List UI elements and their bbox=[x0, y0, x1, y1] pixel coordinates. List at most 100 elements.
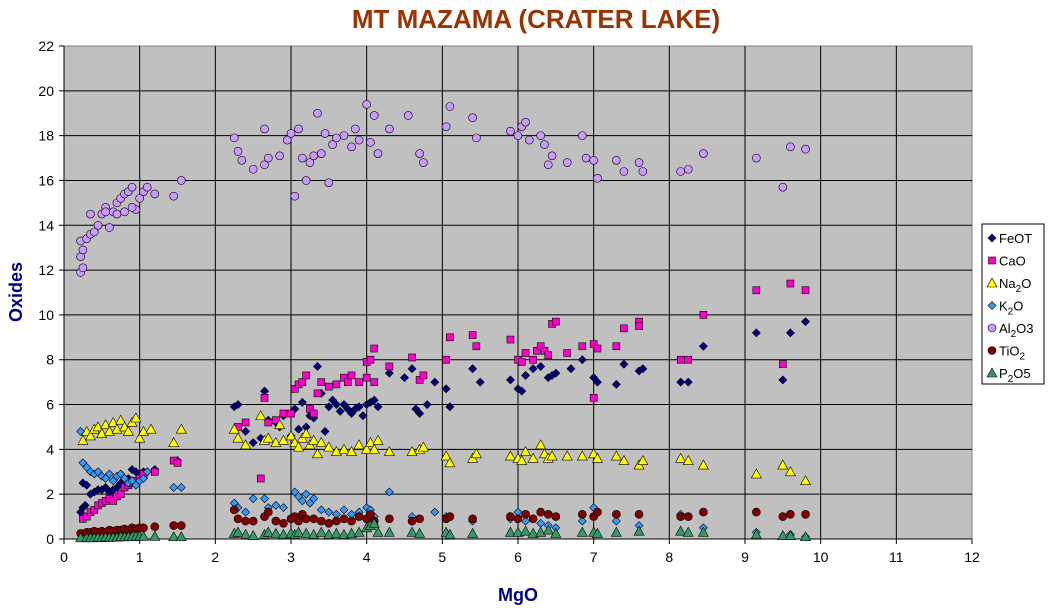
feot-point bbox=[506, 375, 515, 385]
cao-point bbox=[362, 373, 371, 382]
tio2-point bbox=[241, 516, 250, 526]
na2o-point bbox=[115, 414, 127, 425]
na2o-point bbox=[228, 423, 240, 434]
k2o-point bbox=[430, 507, 440, 517]
feot-point bbox=[683, 377, 693, 387]
tio2-point bbox=[612, 510, 621, 519]
na2o-point bbox=[311, 448, 323, 459]
cao-point bbox=[635, 322, 643, 330]
al2o3-point bbox=[543, 160, 553, 170]
feot-point bbox=[778, 375, 788, 385]
feot-point bbox=[517, 386, 527, 396]
na2o-point bbox=[784, 466, 796, 477]
al2o3-point bbox=[638, 167, 648, 176]
al2o3-point bbox=[169, 191, 179, 201]
al2o3-point bbox=[385, 124, 394, 134]
legend-item-p2o5: P2O5 bbox=[986, 366, 1031, 385]
legend-item-al2o3: Al2O3 bbox=[987, 321, 1033, 340]
na2o-point bbox=[262, 432, 274, 443]
p2o5-point bbox=[277, 528, 289, 539]
cao-point bbox=[408, 353, 416, 362]
tio2-point bbox=[683, 512, 693, 521]
na2o-point bbox=[308, 434, 320, 445]
x-tick-label: 4 bbox=[363, 549, 371, 565]
al2o3-point bbox=[286, 129, 296, 138]
series-tio2 bbox=[76, 505, 810, 538]
na2o-point bbox=[255, 410, 267, 421]
p2o5-point bbox=[527, 527, 539, 538]
y-tick-label: 14 bbox=[38, 217, 54, 233]
tio2-point bbox=[778, 512, 788, 521]
na2o-point bbox=[361, 443, 373, 454]
cao-point bbox=[544, 351, 553, 360]
legend-label-na2o: Na2O bbox=[999, 276, 1031, 295]
cao-point bbox=[521, 349, 530, 357]
na2o-point bbox=[546, 450, 558, 461]
tio2-point bbox=[415, 514, 424, 524]
legend-item-cao: CaO bbox=[988, 254, 1026, 269]
tio2-point bbox=[301, 514, 311, 524]
tio2-point bbox=[354, 512, 364, 521]
al2o3-point bbox=[786, 142, 795, 152]
na2o-point bbox=[175, 423, 187, 434]
p2o5-point bbox=[315, 526, 327, 537]
p2o5-point bbox=[520, 525, 532, 536]
na2o-point bbox=[300, 428, 312, 438]
na2o-point bbox=[368, 443, 380, 454]
x-tick-label: 10 bbox=[813, 549, 829, 565]
na2o-point bbox=[675, 452, 687, 463]
p2o5-point bbox=[293, 526, 305, 537]
al2o3-point bbox=[589, 155, 598, 165]
p2o5-point bbox=[697, 526, 709, 537]
p2o5-point bbox=[232, 526, 244, 537]
al2o3-point bbox=[320, 129, 330, 138]
na2o-point bbox=[440, 450, 452, 461]
tio2-point bbox=[536, 507, 546, 517]
legend-item-na2o: Na2O bbox=[986, 276, 1031, 295]
tio2-point bbox=[786, 510, 795, 519]
al2o3-point bbox=[354, 135, 364, 145]
feot-point bbox=[313, 362, 322, 371]
cao-point bbox=[506, 335, 515, 344]
tio2-point bbox=[169, 521, 179, 530]
cao-point bbox=[589, 394, 598, 402]
cao-point bbox=[468, 331, 477, 339]
al2o3-point bbox=[419, 158, 428, 167]
x-tick-label: 3 bbox=[287, 549, 295, 565]
series-k2o bbox=[76, 427, 810, 542]
p2o5-point bbox=[300, 527, 312, 538]
x-tick-label: 8 bbox=[665, 549, 673, 565]
tio2-point bbox=[248, 516, 258, 526]
tio2-point bbox=[271, 516, 281, 526]
p2o5-point bbox=[682, 526, 694, 537]
feot-point bbox=[698, 341, 708, 351]
cao-point bbox=[684, 355, 693, 364]
series-al2o3 bbox=[76, 99, 810, 277]
x-tick-label: 5 bbox=[438, 549, 446, 565]
al2o3-point bbox=[260, 160, 269, 170]
k2o-point bbox=[309, 494, 319, 504]
p2o5-point bbox=[406, 526, 418, 537]
cao-point bbox=[241, 418, 250, 427]
na2o-point bbox=[444, 457, 456, 468]
feot-point bbox=[468, 364, 478, 374]
al2o3-point bbox=[536, 131, 546, 140]
al2o3-point bbox=[305, 158, 315, 167]
al2o3-point bbox=[441, 122, 451, 131]
k2o-point bbox=[521, 516, 530, 526]
na2o-point bbox=[145, 423, 157, 434]
chart-title: MT MAZAMA (CRATER LAKE) bbox=[352, 4, 720, 34]
al2o3-point bbox=[369, 111, 379, 120]
feot-point bbox=[566, 364, 576, 374]
tio2-point bbox=[150, 522, 160, 531]
al2o3-point bbox=[120, 207, 129, 217]
y-tick-label: 20 bbox=[38, 83, 54, 99]
tio2-point bbox=[309, 514, 319, 524]
cao-point bbox=[332, 380, 341, 389]
cao-point bbox=[779, 360, 787, 369]
y-tick-label: 2 bbox=[46, 486, 54, 502]
y-tick-label: 16 bbox=[38, 172, 54, 188]
tio2-point bbox=[513, 514, 523, 524]
cao-point bbox=[786, 279, 795, 288]
al2o3-point bbox=[78, 245, 88, 255]
